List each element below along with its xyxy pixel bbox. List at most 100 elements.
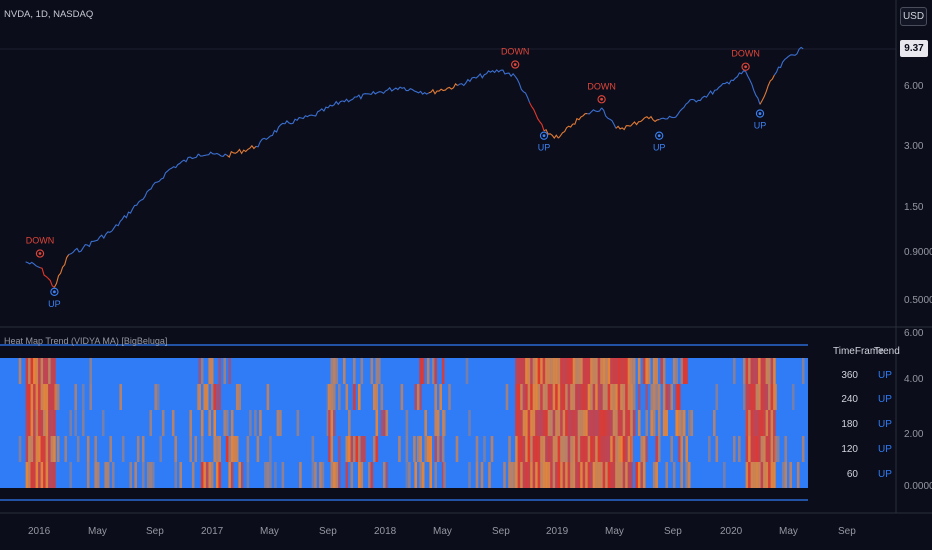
- heatmap-cell: [522, 436, 526, 462]
- heatmap-cell: [630, 358, 633, 384]
- heatmap-cell: [605, 436, 608, 462]
- heatmap-cell: [333, 462, 336, 488]
- heatmap-cell: [565, 436, 568, 462]
- price-segment: [543, 128, 559, 140]
- heatmap-cell: [419, 436, 422, 462]
- table-row-trend: UP: [878, 419, 892, 430]
- heatmap-cell: [228, 462, 231, 488]
- heatmap-cell: [35, 358, 39, 384]
- heatmap-cell: [657, 410, 661, 436]
- heatmap-cell: [776, 436, 780, 462]
- heatmap-cell: [645, 436, 648, 462]
- heatmap-cell: [505, 384, 509, 410]
- heatmap-cell: [580, 410, 583, 436]
- heatmap-cell: [632, 358, 636, 384]
- heatmap-cell: [537, 436, 541, 462]
- time-tick: Sep: [319, 526, 337, 537]
- heatmap-cell: [48, 384, 51, 410]
- heatmap-cell: [311, 462, 315, 488]
- heatmap-cell: [627, 358, 631, 384]
- heatmap-cell: [350, 436, 354, 462]
- heatmap-cell: [600, 436, 603, 462]
- heatmap-cell: [218, 358, 221, 384]
- heatmap-cell: [319, 462, 322, 488]
- heatmap-cell: [121, 436, 125, 462]
- heatmap-cell: [682, 358, 686, 384]
- heatmap-cell: [86, 436, 90, 462]
- heatmap-cell: [562, 358, 566, 384]
- heatmap-cell: [677, 436, 681, 462]
- heatmap-cell: [532, 436, 536, 462]
- heatmap-cell: [419, 358, 422, 384]
- heatmap-cell: [520, 436, 523, 462]
- heatmap-cell: [607, 384, 611, 410]
- heatmap-cell: [373, 436, 376, 462]
- heatmap-cell: [667, 384, 671, 410]
- heatmap-cell: [50, 358, 54, 384]
- heatmap-cell: [510, 462, 514, 488]
- heatmap-cell: [753, 462, 756, 488]
- heatmap-cell: [585, 436, 588, 462]
- heatmap-cell: [43, 410, 46, 436]
- heatmap-cell: [525, 436, 528, 462]
- heatmap-cell: [755, 462, 759, 488]
- heatmap-cell: [540, 436, 543, 462]
- heatmap-cell: [355, 436, 359, 462]
- signal-label: UP: [538, 143, 551, 153]
- heatmap-cell: [35, 384, 39, 410]
- heatmap-cell: [755, 410, 759, 436]
- heatmap-cell: [343, 358, 346, 384]
- heatmap-cell: [43, 462, 46, 488]
- price-segment: [716, 79, 732, 91]
- heatmap-cell: [622, 358, 626, 384]
- heatmap-cell: [630, 410, 633, 436]
- heatmap-cell: [773, 384, 776, 410]
- signal-label: UP: [48, 299, 61, 309]
- heatmap-cell: [532, 384, 536, 410]
- symbol-title[interactable]: NVDA, 1D, NASDAQ: [4, 9, 94, 20]
- heatmap-cell: [753, 358, 756, 384]
- heatmap-cell: [768, 410, 771, 436]
- currency-button[interactable]: USD: [900, 7, 927, 26]
- heatmap-cell: [238, 384, 241, 410]
- heatmap-cell: [33, 384, 36, 410]
- heatmap-cell: [555, 410, 558, 436]
- heatmap-cell: [560, 384, 563, 410]
- heatmap-cell: [612, 462, 616, 488]
- heatmap-cell: [675, 410, 678, 436]
- heatmap-cell: [360, 462, 364, 488]
- heatmap-cell: [680, 436, 683, 462]
- heatmap-cell: [753, 384, 756, 410]
- heatmap-cell: [238, 462, 241, 488]
- heatmap-cell: [552, 436, 556, 462]
- heatmap-cell: [758, 358, 761, 384]
- heatmap-cell: [784, 436, 787, 462]
- heatmap-cell: [161, 410, 165, 436]
- signal-marker: [50, 287, 59, 296]
- heatmap-cell: [279, 410, 282, 436]
- price-segment: [82, 230, 113, 249]
- heatmap-cell: [765, 462, 769, 488]
- heatmap-cell: [670, 384, 673, 410]
- heatmap-cell: [575, 358, 578, 384]
- indicator-title[interactable]: Heat Map Trend (VIDYA MA) [BigBeluga]: [4, 336, 168, 346]
- heatmap-cell: [419, 384, 422, 410]
- heatmap-cell: [570, 436, 573, 462]
- heatmap-cell: [532, 462, 536, 488]
- heatmap-cell: [612, 436, 616, 462]
- heatmap-cell: [580, 436, 583, 462]
- heatmap-cell: [557, 462, 561, 488]
- heatmap-cell: [680, 410, 683, 436]
- heatmap-cell: [610, 384, 613, 410]
- heatmap-cell: [557, 410, 561, 436]
- heatmap-cell: [625, 410, 628, 436]
- heatmap-cell: [572, 462, 576, 488]
- heatmap-cell: [35, 462, 39, 488]
- heatmap-cell: [441, 358, 445, 384]
- heatmap-cell: [620, 384, 623, 410]
- heatmap-cell: [530, 384, 533, 410]
- heatmap-cell: [64, 436, 67, 462]
- heatmap-cell: [595, 358, 598, 384]
- heatmap-cell: [86, 462, 90, 488]
